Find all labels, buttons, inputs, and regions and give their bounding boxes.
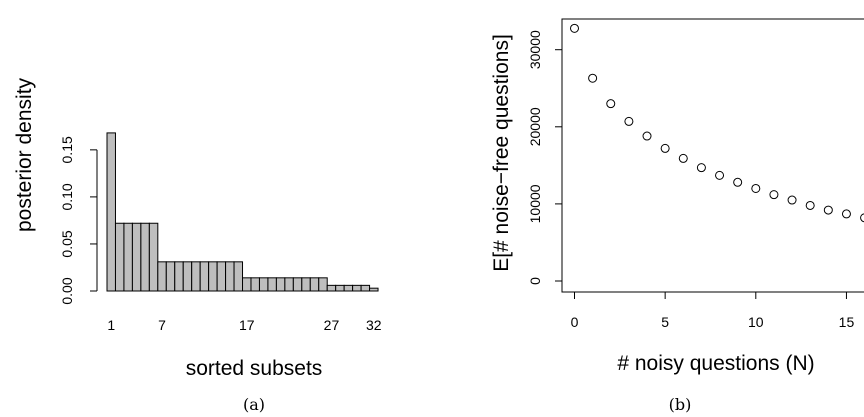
bar bbox=[250, 277, 260, 292]
panel-b: 0 10000 20000 30000 0 5 10 15 # noisy questions … bbox=[490, 18, 864, 414]
bar bbox=[301, 277, 311, 292]
bar bbox=[275, 277, 286, 292]
data-point bbox=[660, 143, 670, 153]
data-point bbox=[841, 209, 851, 219]
x-axis-title: # noisy questions (N) bbox=[617, 352, 814, 375]
data-point bbox=[624, 116, 634, 126]
x-tick-label: 5 bbox=[661, 314, 669, 330]
x-tick-label: 10 bbox=[748, 314, 764, 330]
x-tick-label: 1 bbox=[107, 317, 115, 333]
y-axis-title: posterior density bbox=[13, 77, 36, 232]
bar bbox=[174, 261, 184, 292]
y-tick-label: 0.05 bbox=[59, 230, 75, 257]
bar bbox=[123, 222, 133, 292]
bar bbox=[165, 261, 176, 292]
bar bbox=[199, 261, 210, 292]
x-axis-title: sorted subsets bbox=[186, 357, 323, 380]
data-point bbox=[715, 170, 725, 180]
bar bbox=[309, 277, 320, 292]
bar bbox=[284, 277, 294, 292]
data-point bbox=[570, 23, 579, 33]
y-tick-label: 0.10 bbox=[59, 183, 75, 210]
bar bbox=[114, 222, 125, 292]
bar bbox=[267, 277, 277, 292]
bar bbox=[326, 284, 337, 292]
data-point bbox=[696, 163, 706, 173]
bar bbox=[148, 222, 159, 292]
x-tick-label: 15 bbox=[839, 314, 855, 330]
data-point bbox=[787, 195, 797, 205]
data-point bbox=[642, 131, 652, 141]
bar bbox=[191, 261, 201, 292]
y-axis-title: E[# noise−free questions] bbox=[490, 34, 513, 272]
y-tick-label: 20000 bbox=[527, 107, 543, 146]
data-point bbox=[733, 177, 743, 187]
bar bbox=[140, 222, 150, 292]
x-tick-label: 32 bbox=[366, 317, 382, 333]
bar bbox=[360, 284, 371, 292]
y-tick-label: 0.00 bbox=[59, 277, 75, 304]
y-tick-label: 0.15 bbox=[59, 136, 75, 163]
data-point bbox=[588, 73, 598, 83]
bar bbox=[258, 277, 269, 292]
bar bbox=[131, 222, 142, 292]
data-point bbox=[678, 153, 688, 163]
x-tick-label: 17 bbox=[239, 317, 255, 333]
bar bbox=[292, 277, 303, 292]
caption-a: (a) bbox=[243, 395, 265, 414]
x-tick-label: 7 bbox=[158, 317, 166, 333]
data-point bbox=[751, 183, 761, 193]
bar bbox=[343, 284, 354, 292]
bar bbox=[335, 284, 345, 292]
plot-frame bbox=[561, 18, 864, 293]
y-tick-label: 30000 bbox=[527, 30, 543, 69]
bar bbox=[233, 261, 244, 292]
bar bbox=[225, 261, 235, 292]
bar bbox=[352, 284, 362, 292]
data-point bbox=[769, 190, 779, 200]
data-point bbox=[805, 200, 815, 210]
data-point bbox=[606, 99, 616, 109]
bar bbox=[242, 277, 252, 292]
bar bbox=[182, 261, 193, 292]
data-point bbox=[860, 213, 864, 223]
bar bbox=[106, 132, 116, 292]
caption-b: (b) bbox=[669, 395, 692, 414]
x-tick-label: 27 bbox=[324, 317, 340, 333]
y-tick-label: 0 bbox=[527, 277, 543, 285]
data-point bbox=[823, 205, 833, 215]
x-tick-label: 0 bbox=[571, 314, 579, 330]
bar bbox=[369, 287, 379, 292]
y-tick-label: 10000 bbox=[527, 184, 543, 223]
bar bbox=[157, 261, 167, 292]
bar bbox=[318, 277, 328, 292]
bar bbox=[216, 261, 227, 292]
bar bbox=[208, 261, 218, 292]
